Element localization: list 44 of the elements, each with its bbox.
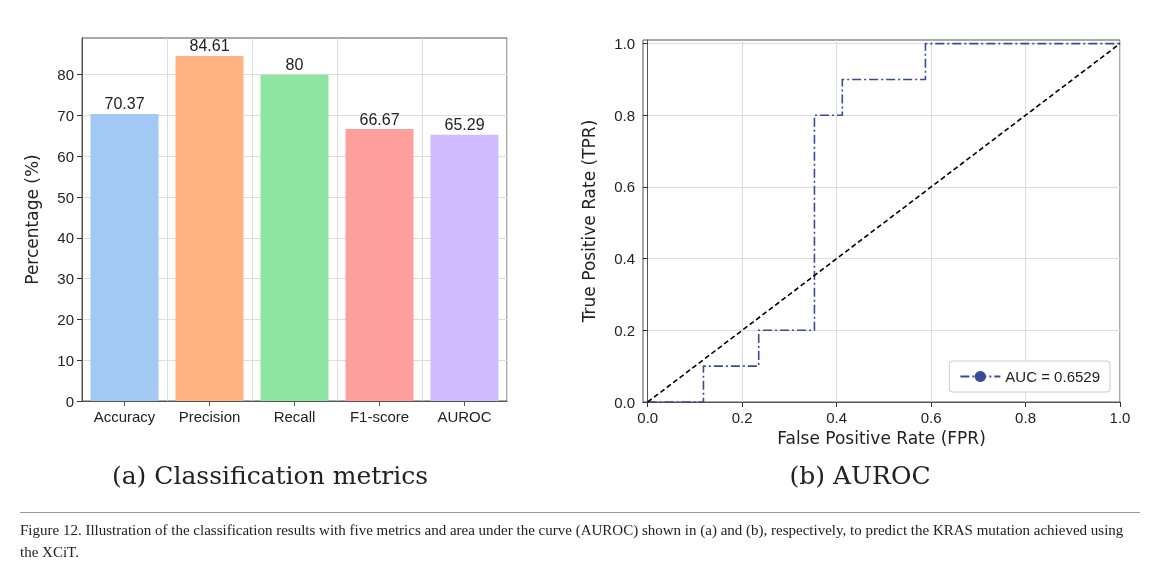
bar (175, 55, 244, 401)
x-axis-title: False Positive Rate (FPR) (777, 428, 986, 449)
y-tick-label: 0.0 (614, 393, 635, 411)
text: (a) Classification metrics (111, 461, 429, 490)
x-tick-label: Accuracy (93, 408, 156, 425)
text: (b) AUROC (789, 461, 931, 490)
x-tick-label: 0.4 (826, 409, 848, 426)
y-tick-label: 10 (57, 351, 74, 369)
y-tick-label: 30 (57, 270, 74, 288)
x-tick-label: 0.6 (920, 409, 942, 426)
y-tick-label: 1.0 (614, 35, 635, 53)
line-series (646, 42, 1121, 403)
x-tick-label: AUROC (437, 408, 492, 425)
y-axis-title: True Positive Rate (TPR) (578, 119, 599, 324)
y-tick-label: 0.4 (614, 250, 635, 268)
data-label: 80 (285, 56, 304, 74)
legend-label: AUC = 0.6529 (1005, 368, 1101, 385)
y-tick-label: 80 (57, 66, 74, 84)
y-tick-label: 60 (57, 147, 74, 165)
x-tick-label: Recall (273, 408, 316, 425)
caption: Figure 12. Illustration of the classification results with five metrics and area under the curve (AUROC) shown in (a) and (b), respectively, to predict the KRAS mutation achieved using the XCiT. (20, 521, 1125, 562)
x-tick-label: 1.0 (1109, 409, 1131, 426)
x-tick-label: F1-score (349, 408, 410, 425)
y-axis-title: Percentage (%) (21, 154, 42, 285)
y-tick-label: 50 (57, 188, 74, 206)
y-tick-label: 0.8 (614, 106, 635, 124)
x-tick-label: 0.8 (1015, 409, 1036, 426)
data-label: 70.37 (104, 95, 145, 113)
y-tick-label: 0.6 (614, 178, 635, 196)
y-tick-label: 20 (57, 310, 74, 328)
bar (260, 74, 329, 401)
data-label: 65.29 (444, 116, 485, 134)
data-label: 84.61 (189, 37, 230, 55)
y-tick-label: 70 (57, 106, 74, 124)
bar (90, 113, 159, 401)
x-tick-label: Precision (178, 408, 241, 425)
y-tick-label: 40 (57, 229, 74, 247)
y-tick-label: 0.2 (614, 321, 635, 339)
bar (430, 134, 499, 401)
x-tick-label: 0.0 (637, 409, 659, 426)
x-tick-label: 0.2 (731, 409, 753, 426)
y-tick-label: 0 (65, 392, 74, 410)
data-label: 66.67 (359, 110, 400, 128)
bar (345, 129, 414, 401)
